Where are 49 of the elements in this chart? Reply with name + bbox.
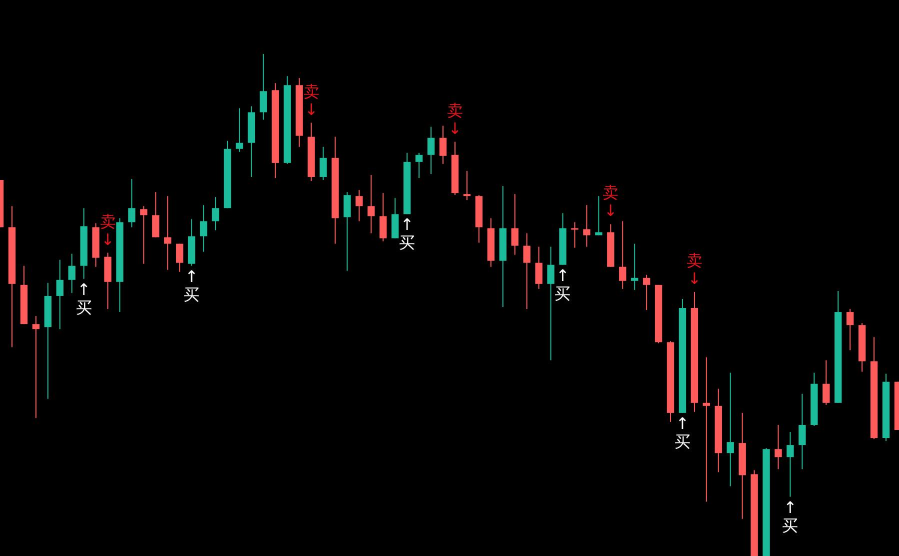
candlestick — [32, 316, 40, 418]
candlestick — [236, 108, 244, 152]
candlestick — [200, 204, 208, 252]
annotation: ↑ 买 — [674, 414, 690, 451]
candlestick — [798, 393, 806, 470]
candlestick — [260, 54, 268, 120]
candlestick — [630, 243, 638, 290]
candlestick — [439, 125, 447, 164]
candlestick — [176, 243, 184, 272]
candlestick — [427, 126, 435, 174]
candlestick — [583, 204, 590, 248]
candlestick — [140, 206, 148, 264]
candlestick — [415, 152, 423, 178]
candlestick — [68, 253, 76, 294]
candlestick — [774, 424, 782, 470]
candlestick — [846, 308, 854, 351]
candlestick — [619, 220, 626, 290]
candlestick — [726, 372, 734, 487]
candlestick — [128, 178, 136, 228]
candlestick — [571, 222, 578, 248]
candlestick — [368, 174, 375, 234]
candlestick — [642, 274, 650, 311]
candlestick — [702, 356, 710, 502]
candlestick — [786, 432, 794, 498]
annotation: ↑ 买 — [554, 266, 571, 303]
candlestick — [344, 192, 351, 272]
candlestick — [523, 232, 530, 310]
candlestick — [463, 170, 471, 201]
annotation: ↑ 买 — [399, 215, 416, 252]
annotation: 卖 ↓ — [446, 100, 463, 138]
candlestick — [164, 196, 172, 270]
candlestick — [356, 190, 363, 222]
candlestick — [212, 196, 220, 231]
candlestick — [822, 360, 830, 406]
candlestick — [380, 192, 387, 242]
annotation: ↑ 买 — [76, 280, 92, 317]
candlestick — [547, 246, 554, 361]
annotation: ↑ 买 — [782, 498, 798, 535]
annotation: ↑ 买 — [184, 266, 200, 304]
candlestick — [511, 194, 518, 256]
annotation: 卖 ↓ — [303, 82, 320, 119]
annotation: 卖 ↓ — [100, 212, 116, 249]
annotation: 卖 ↓ — [602, 183, 619, 220]
candlestick — [320, 146, 327, 180]
candlestick — [535, 246, 542, 290]
candlestick — [152, 192, 160, 238]
annotation: 卖 ↓ — [686, 250, 702, 288]
candlestick — [595, 196, 602, 236]
candlestick — [56, 259, 64, 330]
